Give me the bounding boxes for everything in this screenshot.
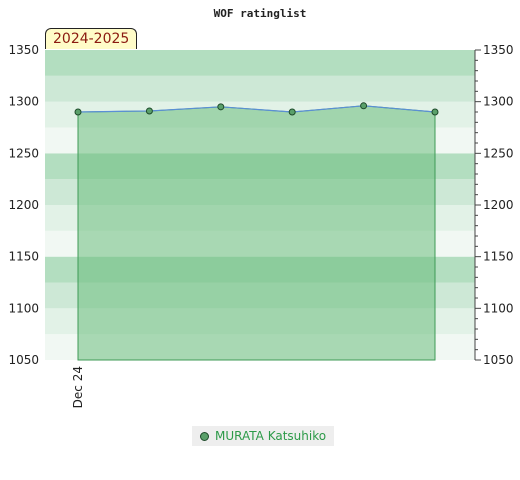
axes: 1050 1050 1100 1100 1150 1150 1200 1200 1250 1250… bbox=[8, 43, 513, 408]
legend-label: MURATA Katsuhiko bbox=[215, 429, 327, 443]
y-tick-label-right: 1300 bbox=[483, 95, 514, 109]
y-tick-label-left: 1250 bbox=[8, 146, 39, 160]
y-tick-label-left: 1100 bbox=[8, 301, 39, 315]
legend-marker-icon bbox=[200, 431, 209, 441]
data-point bbox=[217, 103, 225, 111]
chart-title: WOF ratinglist bbox=[214, 7, 307, 20]
y-tick-label-left: 1050 bbox=[8, 353, 39, 367]
data-point bbox=[431, 108, 439, 116]
data-point bbox=[360, 102, 368, 110]
y-tick-label-right: 1200 bbox=[483, 198, 514, 212]
y-tick-label-right: 1100 bbox=[483, 301, 514, 315]
rating-markers bbox=[74, 102, 439, 116]
x-tick-label: Dec 24 bbox=[71, 366, 85, 408]
plot-band bbox=[45, 75, 475, 102]
y-tick-label-left: 1350 bbox=[8, 43, 39, 57]
data-point bbox=[74, 108, 82, 116]
y-tick-label-left: 1300 bbox=[8, 95, 39, 109]
data-point bbox=[145, 107, 153, 115]
y-tick-label-right: 1050 bbox=[483, 353, 514, 367]
y-tick-label-right: 1350 bbox=[483, 43, 514, 57]
rating-area bbox=[77, 105, 436, 361]
y-tick-label-right: 1150 bbox=[483, 250, 514, 264]
plot-band bbox=[45, 50, 475, 76]
y-tick-label-left: 1150 bbox=[8, 250, 39, 264]
rating-line bbox=[77, 105, 436, 113]
y-tick-label-right: 1250 bbox=[483, 146, 514, 160]
y-tick-label-left: 1200 bbox=[8, 198, 39, 212]
legend[interactable]: MURATA Katsuhiko bbox=[192, 426, 335, 446]
season-badge: 2024-2025 bbox=[45, 28, 138, 49]
data-point bbox=[288, 108, 296, 116]
